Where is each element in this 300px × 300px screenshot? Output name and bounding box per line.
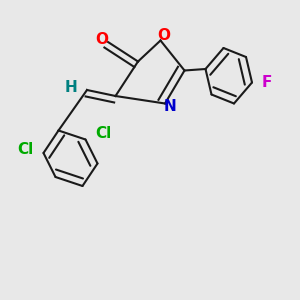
Text: O: O [95, 32, 109, 46]
Text: Cl: Cl [17, 142, 34, 158]
Text: N: N [163, 99, 176, 114]
Text: Cl: Cl [95, 126, 112, 141]
Text: O: O [157, 28, 170, 44]
Text: H: H [64, 80, 77, 94]
Text: F: F [262, 75, 272, 90]
